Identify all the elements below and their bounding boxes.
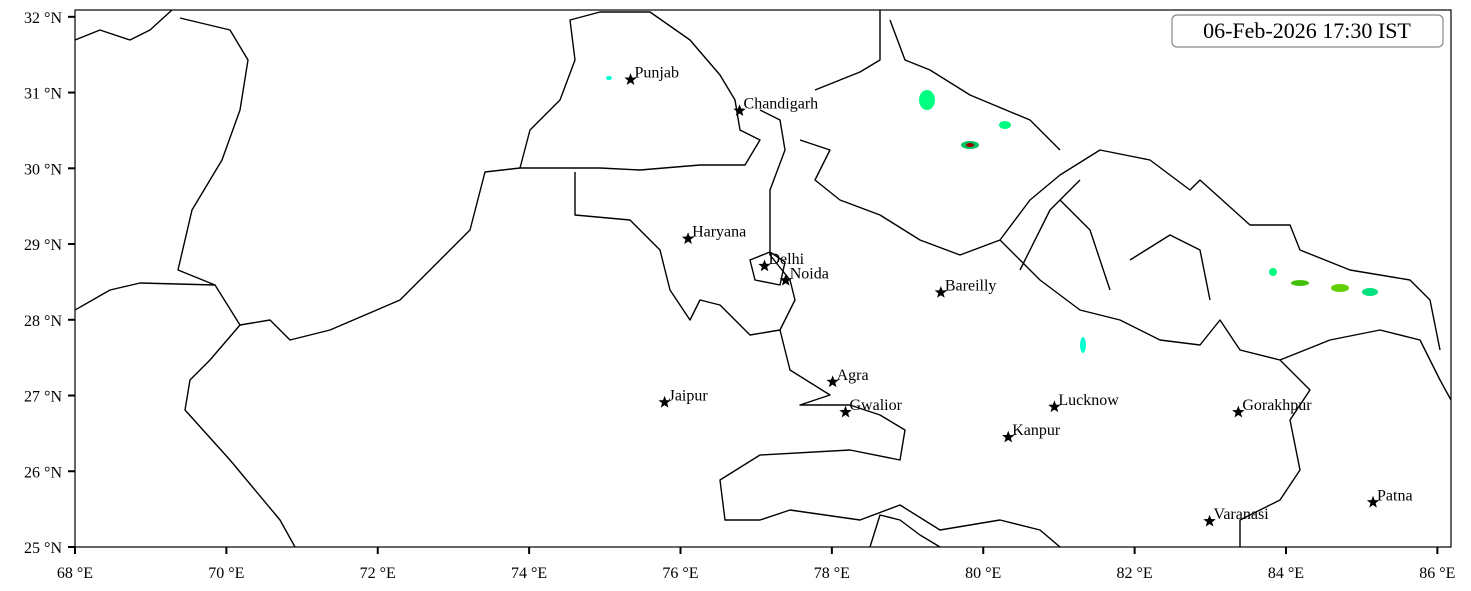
boundary: [519, 11, 761, 171]
city-label: Kanpur: [1012, 422, 1061, 439]
city-marker: [758, 259, 771, 272]
y-tick-label: 28 °N: [24, 313, 62, 330]
city-marker: [1048, 400, 1061, 413]
city-marker: [1002, 430, 1015, 443]
boundary: [184, 324, 296, 547]
city-label: Punjab: [635, 65, 679, 82]
x-tick-label: 72 °E: [360, 565, 396, 582]
x-tick-label: 84 °E: [1268, 565, 1304, 582]
city-label: Haryana: [692, 224, 746, 241]
rain-patch: [1269, 268, 1277, 276]
city-label: Delhi: [769, 251, 805, 268]
city-label: Jaipur: [669, 387, 709, 404]
rain-patch: [1291, 280, 1309, 286]
boundary: [749, 251, 786, 286]
x-tick-label: 74 °E: [511, 565, 547, 582]
city-marker: [1232, 405, 1245, 418]
x-tick-label: 82 °E: [1117, 565, 1153, 582]
rain-patch: [606, 76, 612, 80]
city-label: Lucknow: [1058, 392, 1119, 409]
city-label: Gorakhpur: [1242, 397, 1312, 414]
boundary: [75, 167, 521, 341]
boundary: [719, 329, 1061, 547]
x-tick-label: 80 °E: [965, 565, 1001, 582]
boundary: [814, 10, 1061, 151]
plot-frame: [74, 9, 1452, 548]
rain-patch: [1331, 284, 1349, 292]
y-tick-label: 30 °N: [24, 161, 62, 178]
city-label: Patna: [1377, 487, 1413, 504]
boundary: [799, 139, 1441, 351]
timestamp-box: [1171, 14, 1444, 48]
city-marker: [733, 104, 746, 116]
rain-patch: [999, 121, 1011, 129]
boundary: [574, 109, 796, 336]
y-tick-label: 29 °N: [24, 237, 62, 254]
rain-patch: [1080, 337, 1086, 353]
city-marker: [826, 375, 839, 388]
boundary: [999, 239, 1451, 401]
x-tick-label: 86 °E: [1419, 565, 1455, 582]
city-label: Noida: [790, 265, 829, 282]
y-tick-label: 31 °N: [24, 86, 62, 103]
city-marker: [839, 405, 852, 418]
city-marker: [1366, 495, 1380, 508]
city-label: Agra: [837, 367, 869, 384]
y-tick-label: 26 °N: [24, 464, 62, 481]
rain-patch: [966, 143, 974, 147]
x-tick-label: 68 °E: [57, 565, 93, 582]
y-tick-label: 25 °N: [24, 540, 62, 557]
city-marker: [934, 286, 948, 298]
city-marker: [1203, 514, 1216, 527]
city-label: Varanasi: [1214, 506, 1270, 523]
timestamp: 06-Feb-2026 17:30 IST: [1203, 18, 1411, 43]
city-label: Chandigarh: [744, 96, 819, 113]
y-tick-label: 32 °N: [24, 10, 62, 27]
boundary: [1239, 359, 1311, 547]
rain-patch: [1362, 288, 1378, 296]
x-tick-label: 78 °E: [814, 565, 850, 582]
city-marker: [658, 395, 671, 408]
city-label: Gwalior: [849, 397, 902, 414]
city-marker: [779, 273, 792, 286]
x-tick-label: 76 °E: [662, 565, 698, 582]
city-marker: [624, 73, 637, 85]
y-tick-label: 27 °N: [24, 389, 62, 406]
city-label: Bareilly: [945, 278, 997, 295]
boundary: [1019, 179, 1211, 301]
boundary: [869, 514, 941, 547]
precipitation: [606, 76, 1378, 353]
boundaries: [75, 10, 1451, 547]
boundary: [75, 10, 249, 286]
x-tick-label: 70 °E: [208, 565, 244, 582]
rain-patch: [919, 90, 935, 110]
city-marker: [681, 232, 695, 244]
